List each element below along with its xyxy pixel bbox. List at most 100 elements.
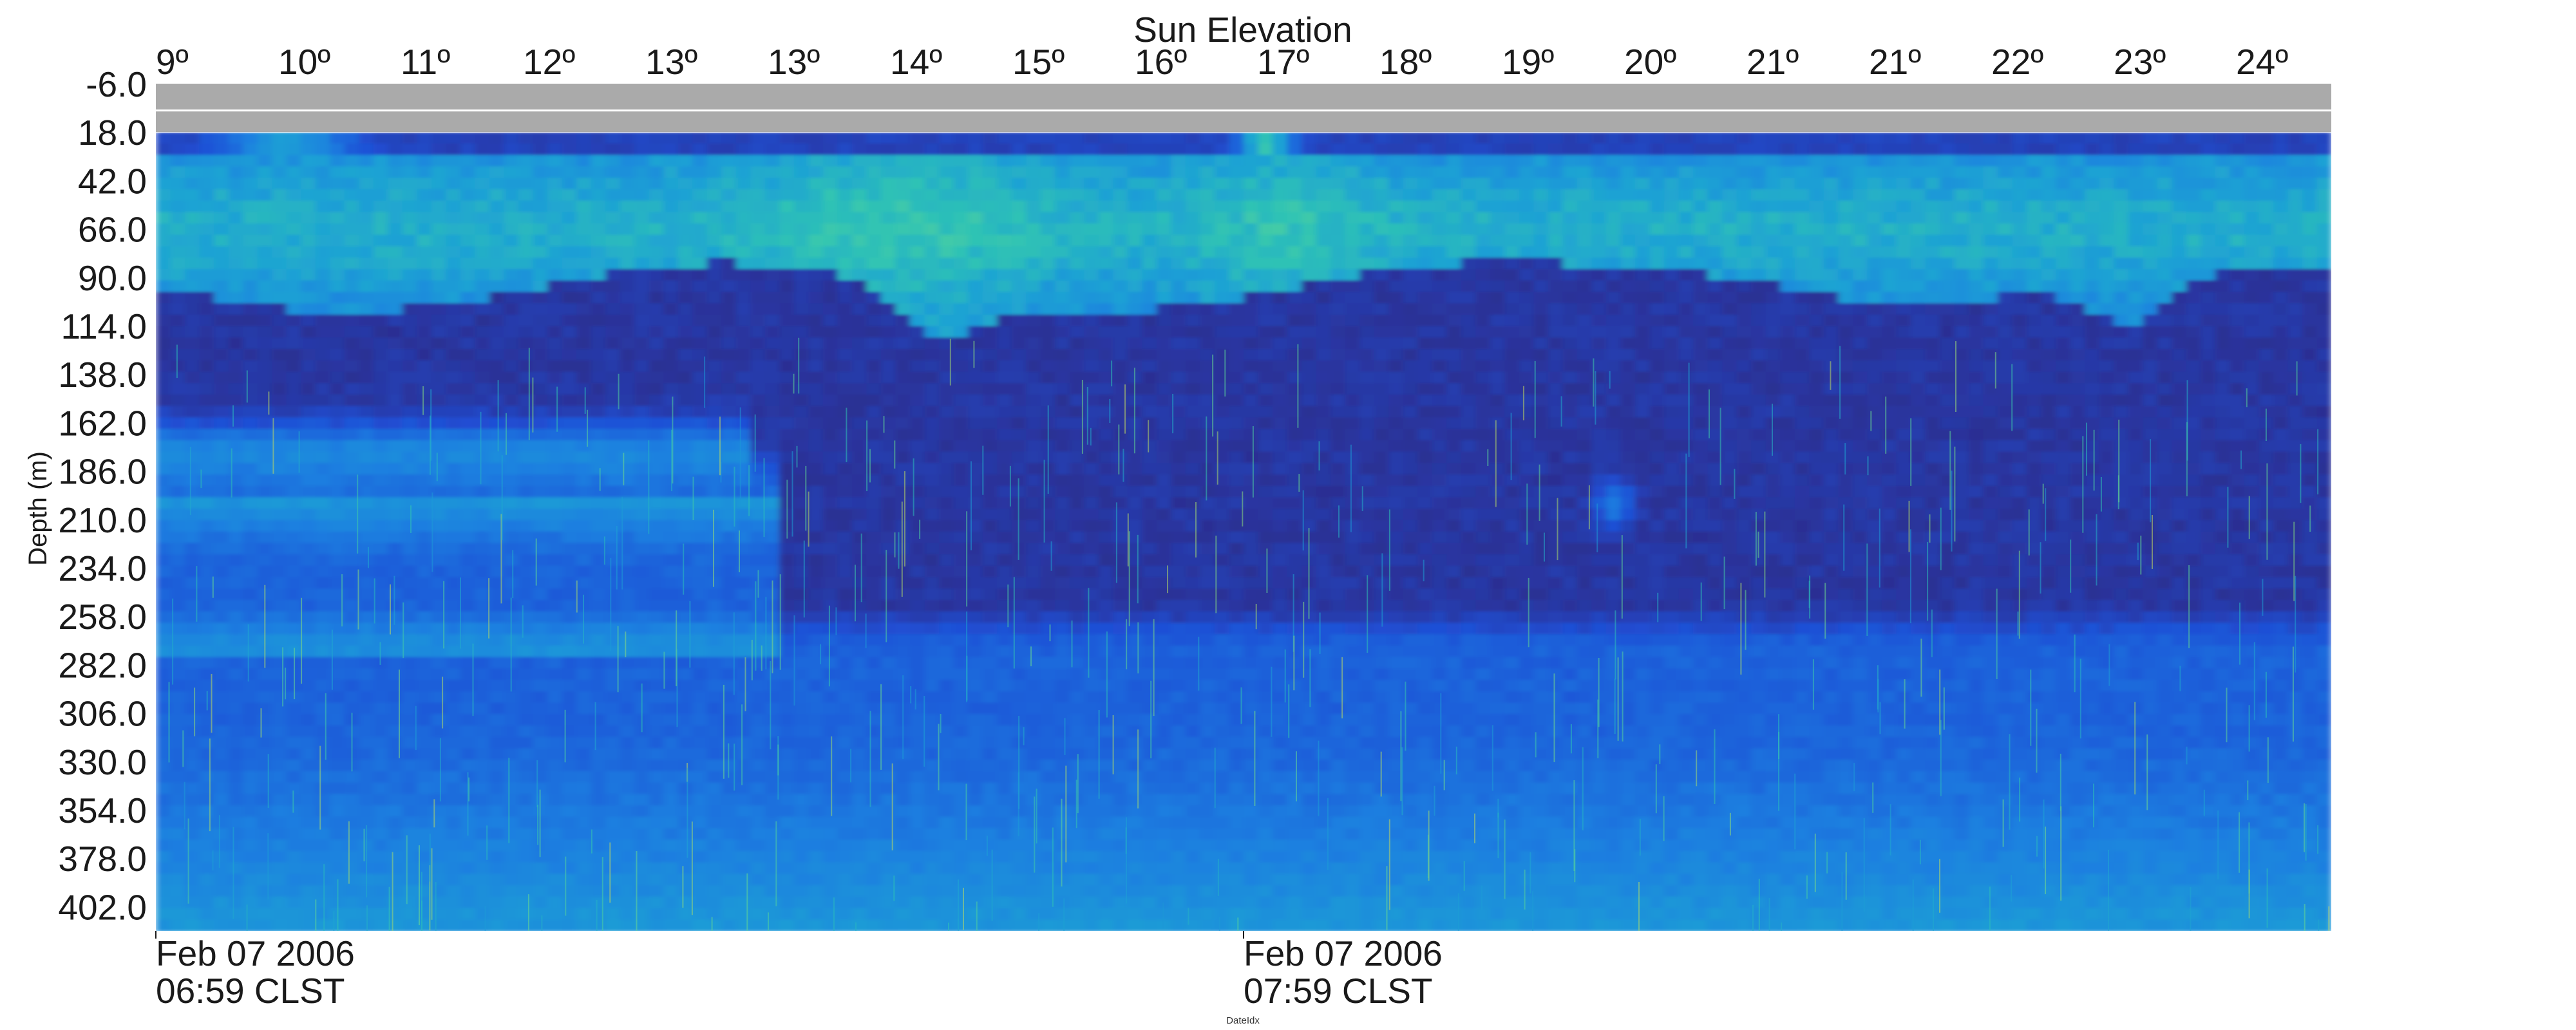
heatmap-cell bbox=[663, 565, 679, 578]
heatmap-cell bbox=[402, 349, 418, 361]
heatmap-cell bbox=[939, 600, 954, 612]
heatmap-cell bbox=[185, 326, 200, 339]
heatmap-cell bbox=[706, 520, 723, 532]
heatmap-cell bbox=[881, 178, 896, 190]
heatmap-cell bbox=[402, 234, 418, 247]
heatmap-cell bbox=[1127, 611, 1143, 624]
heatmap-cell bbox=[1026, 383, 1041, 395]
heatmap-cell bbox=[895, 634, 911, 646]
heatmap-cell bbox=[895, 771, 911, 783]
heatmap-cell bbox=[692, 234, 708, 247]
heatmap-cell bbox=[214, 736, 229, 749]
heatmap-cell bbox=[982, 212, 998, 224]
heatmap-cell bbox=[1055, 714, 1070, 726]
heatmap-cell bbox=[706, 497, 723, 510]
heatmap-cell bbox=[475, 485, 490, 498]
heatmap-cell bbox=[677, 634, 694, 646]
heatmap-cell bbox=[982, 919, 998, 931]
heatmap-cell bbox=[735, 154, 752, 167]
heatmap-cell bbox=[460, 634, 476, 646]
heatmap-cell bbox=[257, 702, 273, 715]
heatmap-cell bbox=[489, 360, 505, 373]
heatmap-cell bbox=[1055, 805, 1070, 818]
heatmap-cell bbox=[272, 223, 287, 236]
heatmap-cell bbox=[460, 154, 476, 167]
heatmap-cell bbox=[170, 440, 185, 453]
heatmap-cell bbox=[431, 463, 447, 475]
heatmap-cell bbox=[924, 657, 940, 670]
heatmap-cell bbox=[286, 839, 302, 852]
heatmap-cell bbox=[822, 234, 838, 247]
heatmap-cell bbox=[591, 771, 607, 783]
heatmap-cell bbox=[170, 634, 185, 646]
heatmap-cell bbox=[1040, 154, 1056, 167]
heatmap-cell bbox=[1171, 234, 1186, 247]
heatmap-cell bbox=[388, 133, 403, 144]
heatmap-cell bbox=[895, 850, 911, 863]
heatmap-cell bbox=[373, 212, 389, 224]
heatmap-cell bbox=[1142, 565, 1157, 578]
heatmap-cell bbox=[735, 680, 752, 692]
heatmap-cell bbox=[982, 463, 998, 475]
heatmap-cell bbox=[1084, 634, 1099, 646]
heatmap-cell bbox=[822, 463, 838, 475]
heatmap-cell bbox=[634, 133, 650, 144]
heatmap-cell bbox=[489, 896, 505, 909]
heatmap-cell bbox=[504, 258, 519, 270]
heatmap-cell bbox=[286, 543, 302, 555]
heatmap-cell bbox=[634, 246, 650, 259]
heatmap-cell bbox=[417, 782, 432, 795]
heatmap-cell bbox=[1113, 440, 1128, 453]
heatmap-cell bbox=[620, 166, 636, 179]
heatmap-cell bbox=[272, 143, 287, 156]
heatmap-cell bbox=[1026, 577, 1041, 590]
heatmap-cell bbox=[997, 725, 1012, 738]
heatmap-cell bbox=[910, 896, 925, 909]
heatmap-cell bbox=[982, 531, 998, 544]
heatmap-cell bbox=[446, 143, 461, 156]
heatmap-cell bbox=[1055, 417, 1070, 429]
heatmap-cell bbox=[214, 794, 229, 806]
heatmap-cell bbox=[1098, 258, 1114, 270]
heatmap-cell bbox=[214, 919, 229, 931]
heatmap-cell bbox=[1055, 497, 1070, 510]
heatmap-cell bbox=[735, 668, 752, 680]
heatmap-cell bbox=[852, 509, 867, 521]
heatmap-cell bbox=[315, 485, 331, 498]
heatmap-cell bbox=[156, 154, 171, 167]
heatmap-cell bbox=[1142, 896, 1157, 909]
heatmap-cell bbox=[866, 760, 882, 772]
heatmap-cell bbox=[243, 189, 258, 201]
heatmap-cell bbox=[721, 850, 737, 863]
heatmap-cell bbox=[852, 554, 867, 566]
heatmap-cell bbox=[1156, 280, 1172, 293]
heatmap-cell bbox=[735, 497, 752, 510]
heatmap-cell bbox=[504, 360, 519, 373]
heatmap-cell bbox=[793, 668, 810, 680]
heatmap-cell bbox=[1156, 782, 1172, 795]
heatmap-cell bbox=[764, 828, 781, 841]
heatmap-cell bbox=[272, 178, 287, 190]
heatmap-cell bbox=[286, 919, 302, 931]
heatmap-cell bbox=[1113, 326, 1128, 339]
heatmap-cell bbox=[562, 543, 578, 555]
heatmap-cell bbox=[997, 850, 1012, 863]
heatmap-cell bbox=[764, 337, 781, 350]
heatmap-cell bbox=[576, 520, 592, 532]
heatmap-cell bbox=[779, 383, 795, 395]
heatmap-cell bbox=[910, 178, 925, 190]
heatmap-cell bbox=[272, 463, 287, 475]
heatmap-cell bbox=[779, 154, 795, 167]
heatmap-cell bbox=[997, 645, 1012, 658]
heatmap-cell bbox=[1098, 497, 1114, 510]
heatmap-cell bbox=[1142, 166, 1157, 179]
heatmap-cell bbox=[402, 509, 418, 521]
heatmap-cell bbox=[1142, 337, 1157, 350]
heatmap-cell bbox=[721, 634, 737, 646]
heatmap-cell bbox=[620, 919, 636, 931]
heatmap-cell bbox=[953, 292, 969, 304]
heatmap-cell bbox=[214, 509, 229, 521]
heatmap-cell bbox=[1142, 839, 1157, 852]
heatmap-cell bbox=[460, 303, 476, 315]
heatmap-cell bbox=[968, 303, 983, 315]
